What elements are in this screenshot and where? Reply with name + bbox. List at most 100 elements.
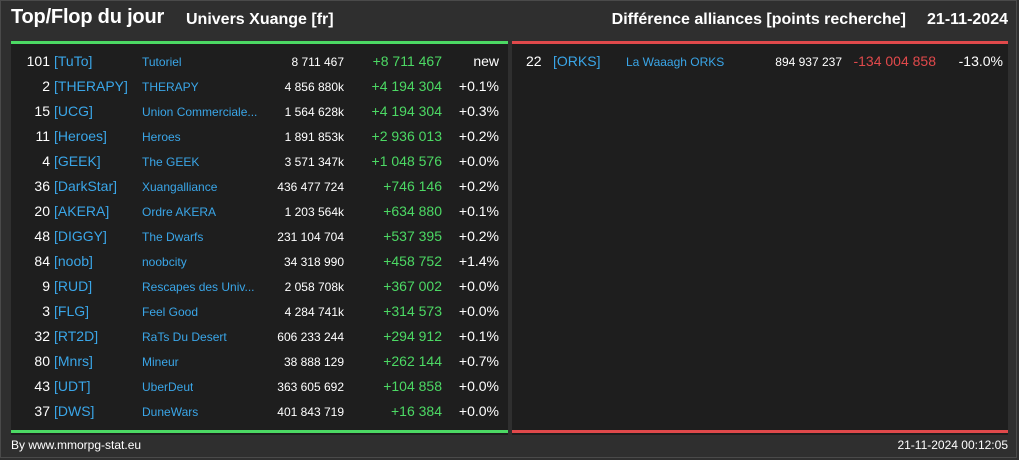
rank-cell: 43 [34, 378, 50, 394]
flop-panel-bottom-bar [512, 430, 1008, 433]
percent-cell: +0.2% [458, 128, 499, 144]
rank-cell: 3 [42, 303, 50, 319]
rank-cell: 15 [34, 103, 50, 119]
percent-cell: +0.3% [458, 103, 499, 119]
percent-cell: new [473, 53, 499, 69]
points-cell: 8 711 467 [291, 55, 345, 69]
alliance-tag-link[interactable]: [Mnrs] [54, 353, 93, 369]
page-title: Top/Flop du jour [11, 6, 165, 28]
points-cell: 894 937 237 [775, 55, 842, 69]
alliance-tag-link[interactable]: [GEEK] [54, 153, 101, 169]
alliance-tag-link[interactable]: [TuTo] [54, 53, 93, 69]
alliance-name-link[interactable]: UberDeut [142, 380, 194, 394]
alliance-name-link[interactable]: The GEEK [142, 155, 200, 169]
points-cell: 1 203 564k [284, 205, 344, 219]
percent-cell: +0.1% [458, 328, 499, 344]
diff-cell: -134 004 858 [853, 53, 936, 69]
alliance-name-link[interactable]: Ordre AKERA [142, 205, 217, 219]
generated-timestamp: 21-11-2024 00:12:05 [897, 438, 1008, 452]
points-cell: 38 888 129 [283, 355, 344, 369]
alliance-name-link[interactable]: La Waaagh ORKS [626, 55, 725, 69]
alliance-tag-link[interactable]: [Heroes] [54, 128, 107, 144]
alliance-tag-link[interactable]: [RUD] [54, 278, 93, 294]
rank-cell: 22 [526, 53, 542, 69]
alliance-tag-link[interactable]: [THERAPY] [54, 78, 128, 94]
rank-cell: 37 [34, 403, 50, 419]
report-title: Différence alliances [points recherche] [611, 11, 906, 28]
percent-cell: +0.0% [458, 378, 499, 394]
alliance-tag-link[interactable]: [noob] [54, 253, 93, 269]
percent-cell: +1.4% [458, 253, 499, 269]
flop-panel: 22 [ORKS] La Waaagh ORKS 894 937 237 -134 00… [512, 41, 1008, 435]
table-row: 80 [Mnrs] Mineur 38 888 129 +262 144 +0.7% [11, 347, 508, 372]
diff-cell: +746 146 [383, 178, 442, 194]
diff-cell: +4 194 304 [371, 78, 442, 94]
percent-cell: +0.0% [458, 403, 499, 419]
diff-cell: +314 573 [383, 303, 442, 319]
percent-cell: +0.0% [458, 278, 499, 294]
rank-cell: 48 [34, 228, 50, 244]
percent-cell: +0.0% [458, 303, 499, 319]
alliance-tag-link[interactable]: [DarkStar] [54, 178, 118, 194]
table-row: 15 [UCG] Union Commerciale... 1 564 628k +4 … [11, 97, 508, 122]
rank-cell: 4 [42, 153, 50, 169]
alliance-name-link[interactable]: Heroes [142, 130, 181, 144]
points-cell: 1 564 628k [284, 105, 344, 119]
alliance-name-link[interactable]: RaTs Du Desert [142, 330, 227, 344]
percent-cell: +0.2% [458, 228, 499, 244]
alliance-name-link[interactable]: Rescapes des Univ... [142, 280, 255, 294]
table-row: 4 [GEEK] The GEEK 3 571 347k +1 048 576 +0.0% [11, 147, 508, 172]
points-cell: 363 605 692 [277, 380, 344, 394]
alliance-tag-link[interactable]: [UCG] [54, 103, 93, 119]
diff-cell: +634 880 [383, 203, 442, 219]
alliance-tag-link[interactable]: [FLG] [54, 303, 90, 319]
alliance-name-link[interactable]: DuneWars [142, 405, 199, 419]
universe-label: Univers Xuange [fr] [186, 11, 334, 28]
table-row: 48 [DIGGY] The Dwarfs 231 104 704 +537 395 +0… [11, 222, 508, 247]
points-cell: 1 891 853k [284, 130, 344, 144]
diff-cell: +458 752 [383, 253, 442, 269]
rank-cell: 80 [34, 353, 50, 369]
alliance-tag-link[interactable]: [ORKS] [553, 53, 601, 69]
table-row: 32 [RT2D] RaTs Du Desert 606 233 244 +294 91… [11, 322, 508, 347]
points-cell: 436 477 724 [277, 180, 344, 194]
alliance-name-link[interactable]: THERAPY [142, 80, 199, 94]
table-row: 22 [ORKS] La Waaagh ORKS 894 937 237 -134 00… [512, 47, 1008, 72]
table-row: 9 [RUD] Rescapes des Univ... 2 058 708k +367… [11, 272, 508, 297]
diff-cell: +294 912 [383, 328, 442, 344]
percent-cell: +0.7% [458, 353, 499, 369]
rank-cell: 36 [34, 178, 50, 194]
alliance-tag-link[interactable]: [DIGGY] [54, 228, 107, 244]
table-row: 84 [noob] noobcity 34 318 990 +458 752 +1.4% [11, 247, 508, 272]
header: Top/Flop du jour Univers Xuange [fr] Dif… [0, 0, 1019, 40]
alliance-name-link[interactable]: noobcity [142, 255, 187, 269]
rank-cell: 2 [42, 78, 50, 94]
table-row: 20 [AKERA] Ordre AKERA 1 203 564k +634 880 +0… [11, 197, 508, 222]
alliance-tag-link[interactable]: [UDT] [54, 378, 91, 394]
diff-cell: +537 395 [383, 228, 442, 244]
alliance-name-link[interactable]: Tutoriel [142, 55, 182, 69]
percent-cell: +0.0% [458, 153, 499, 169]
alliance-tag-link[interactable]: [RT2D] [54, 328, 99, 344]
rank-cell: 9 [42, 278, 50, 294]
alliance-name-link[interactable]: The Dwarfs [142, 230, 204, 244]
alliance-name-link[interactable]: Feel Good [142, 305, 199, 319]
points-cell: 401 843 719 [277, 405, 344, 419]
percent-cell: +0.1% [458, 203, 499, 219]
alliance-name-link[interactable]: Union Commerciale... [142, 105, 258, 119]
table-row: 36 [DarkStar] Xuangalliance 436 477 724 +746… [11, 172, 508, 197]
points-cell: 3 571 347k [284, 155, 344, 169]
alliance-name-link[interactable]: Mineur [142, 355, 179, 369]
alliance-tag-link[interactable]: [DWS] [54, 403, 95, 419]
diff-cell: +1 048 576 [371, 153, 442, 169]
alliance-tag-link[interactable]: [AKERA] [54, 203, 110, 219]
diff-cell: +16 384 [391, 403, 442, 419]
table-row: 37 [DWS] DuneWars 401 843 719 +16 384 +0.0% [11, 397, 508, 422]
top-panel-bottom-bar [11, 430, 508, 433]
points-cell: 4 284 741k [284, 305, 344, 319]
rank-cell: 32 [34, 328, 50, 344]
table-row: 11 [Heroes] Heroes 1 891 853k +2 936 013 +0.2… [11, 122, 508, 147]
alliance-name-link[interactable]: Xuangalliance [142, 180, 218, 194]
source-credit: By www.mmorpg-stat.eu [11, 438, 142, 452]
